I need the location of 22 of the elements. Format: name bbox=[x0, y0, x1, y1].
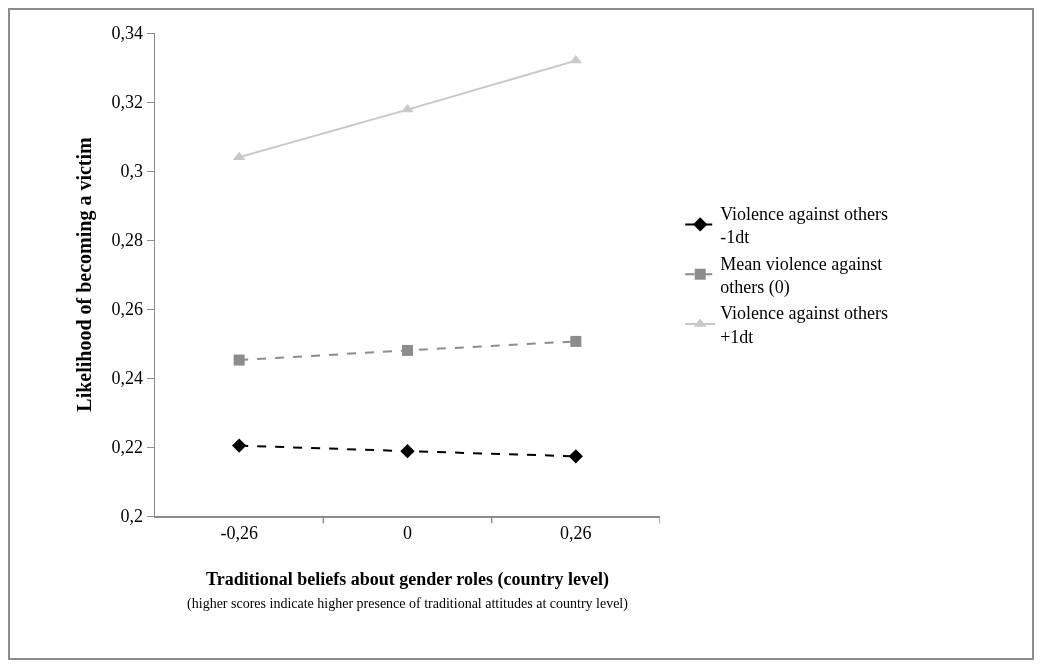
y-tick-label: 0,28 bbox=[111, 230, 143, 251]
y-tick-label: 0,3 bbox=[120, 161, 143, 182]
legend-label: Violence against others +1dt bbox=[720, 303, 889, 347]
y-tick-label: 0,26 bbox=[111, 299, 143, 320]
y-tick-label: 0,2 bbox=[120, 506, 143, 527]
point bbox=[232, 438, 247, 453]
y-tick-label: 0,24 bbox=[111, 368, 143, 389]
y-tick-label: 0,22 bbox=[111, 437, 143, 458]
point bbox=[570, 335, 582, 347]
point bbox=[400, 443, 415, 459]
y-tick-label: 0,32 bbox=[111, 92, 143, 113]
x-tick-label: 0,26 bbox=[560, 523, 592, 544]
point bbox=[233, 354, 245, 366]
x-tick-label: 0 bbox=[403, 523, 412, 544]
y-tick-label: 0,34 bbox=[111, 23, 143, 44]
legend-label: Mean violence against others (0) bbox=[720, 253, 883, 298]
point bbox=[568, 449, 583, 464]
point bbox=[402, 344, 413, 356]
y-axis-title: Likelihood of becoming a victim bbox=[73, 136, 97, 412]
x-tick-label: -0,26 bbox=[220, 523, 258, 544]
legend-label: Violence against others -1dt bbox=[720, 203, 889, 248]
x-axis-title: Traditional beliefs about gender roles (country level) (higher scores indicate higher presence of traditional attitudes at country level) bbox=[187, 568, 629, 613]
